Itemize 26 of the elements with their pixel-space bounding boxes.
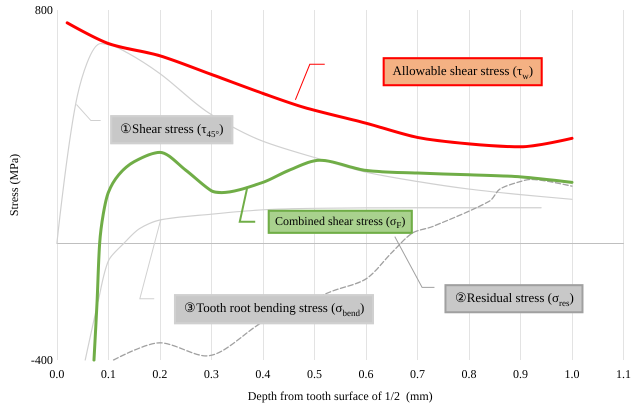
- line-series: [66, 21, 574, 148]
- x-tick-label: 1.1: [616, 367, 631, 381]
- x-tick-label: 0.3: [204, 367, 219, 381]
- series-label: ①Shear stress (τ$_{45°}$): [110, 115, 234, 145]
- text: ②Residual stress (σ$_{res}$): [444, 284, 584, 314]
- line-series: [84, 207, 542, 361]
- x-tick-label: 0.0: [49, 367, 64, 381]
- text: ③Tooth root bending stress (σ$_{bend}$): [174, 294, 374, 324]
- y-tick-label: -400: [30, 353, 53, 367]
- x-tick-label: 1.0: [564, 367, 580, 381]
- y-axis-title: Stress (MPa): [7, 154, 21, 216]
- y-tick-label: 800: [34, 3, 53, 17]
- text: Combined shear stress (σ$_{F}$): [268, 210, 412, 234]
- x-axis-title: Depth from tooth surface of 1/2 (mm): [248, 389, 433, 403]
- text: Allowable shear stress (τ$_{w}$): [382, 57, 544, 87]
- x-tick-label: 0.7: [410, 367, 425, 381]
- line-series: [92, 150, 574, 362]
- x-tick-label: 0.4: [255, 367, 270, 381]
- x-tick-label: 0.5: [306, 367, 322, 381]
- x-tick-label: 0.9: [512, 367, 528, 381]
- x-tick-label: 0.6: [358, 367, 374, 381]
- line-series: [56, 42, 573, 244]
- line-series: [112, 178, 573, 361]
- x-tick-label: 0.2: [152, 367, 168, 381]
- x-tick-label: 0.1: [100, 367, 116, 381]
- x-tick-label: 0.8: [461, 367, 476, 381]
